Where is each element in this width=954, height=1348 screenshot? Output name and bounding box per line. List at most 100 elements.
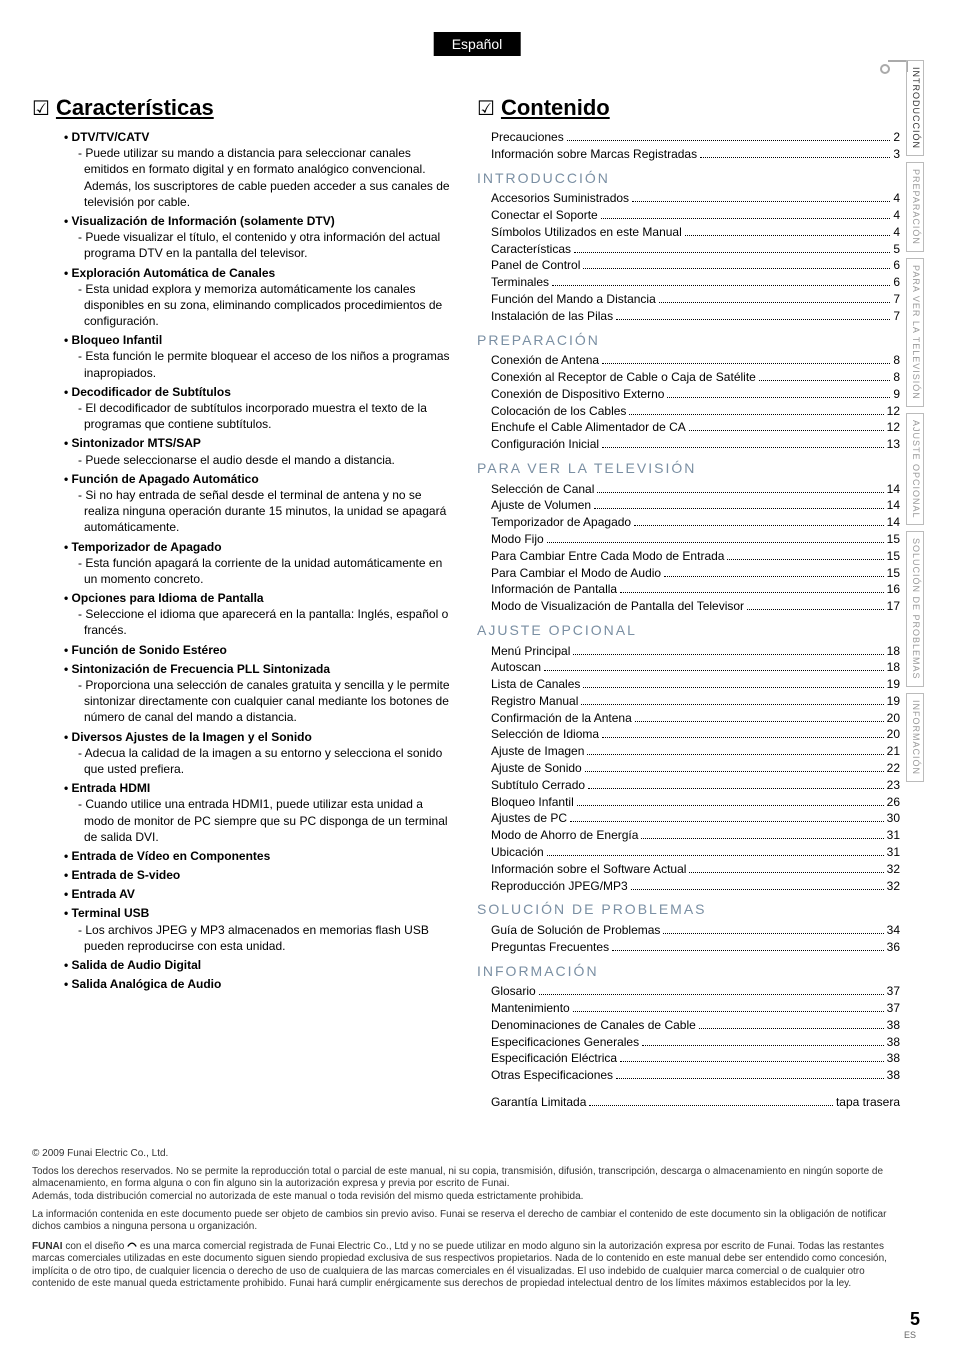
toc-page: 23 [887,777,900,794]
table-of-contents: Precauciones2Información sobre Marcas Re… [477,129,900,1111]
toc-row[interactable]: Panel de Control6 [477,257,900,274]
feature-item: Entrada de S-video [76,867,455,883]
toc-group-heading: INTRODUCCIÓN [477,169,900,189]
toc-row[interactable]: Ajuste de Sonido22 [477,760,900,777]
toc-leader-dots [634,525,884,526]
feature-title: Entrada de Vídeo en Componentes [76,849,270,863]
toc-row[interactable]: Reproducción JPEG/MP332 [477,878,900,895]
side-tab[interactable]: AJUSTE OPCIONAL [906,413,924,526]
toc-row[interactable]: Bloqueo Infantil26 [477,794,900,811]
toc-label: Para Cambiar Entre Cada Modo de Entrada [491,548,724,565]
toc-label: Ajustes de PC [491,810,567,827]
toc-row[interactable]: Ubicación31 [477,844,900,861]
toc-row[interactable]: Conexión al Receptor de Cable o Caja de … [477,369,900,386]
side-tab[interactable]: PREPARACIÓN [906,162,924,252]
toc-leader-dots [616,1078,884,1079]
toc-row[interactable]: Función del Mando a Distancia7 [477,291,900,308]
toc-row[interactable]: Modo de Visualización de Pantalla del Te… [477,598,900,615]
toc-label: Bloqueo Infantil [491,794,574,811]
toc-row[interactable]: Guía de Solución de Problemas34 [477,922,900,939]
toc-row[interactable]: Símbolos Utilizados en este Manual4 [477,224,900,241]
toc-leader-dots [667,397,890,398]
footer-paragraph: La información contenida en este documen… [32,1209,902,1233]
toc-row[interactable]: Terminales 6 [477,274,900,291]
toc-row[interactable]: Colocación de los Cables12 [477,403,900,420]
toc-row[interactable]: Información de Pantalla16 [477,581,900,598]
toc-row[interactable]: Conexión de Antena8 [477,352,900,369]
toc-row[interactable]: Garantía Limitadatapa trasera [477,1094,900,1111]
toc-row[interactable]: Autoscan18 [477,659,900,676]
toc-row[interactable]: Precauciones2 [477,129,900,146]
toc-leader-dots [759,380,890,381]
contents-column: ☑ Contenido Precauciones2Información sob… [477,95,900,1111]
feature-title: Exploración Automática de Canales [76,266,275,280]
toc-row[interactable]: Confirmación de la Antena20 [477,710,900,727]
toc-row[interactable]: Modo de Ahorro de Energía31 [477,827,900,844]
toc-label: Instalación de las Pilas [491,308,613,325]
toc-row[interactable]: Glosario37 [477,983,900,1000]
toc-row[interactable]: Especificaciones Generales38 [477,1034,900,1051]
feature-title: Diversos Ajustes de la Imagen y el Sonid… [76,730,312,744]
toc-row[interactable]: Accesorios Suministrados4 [477,190,900,207]
toc-row[interactable]: Ajuste de Volumen14 [477,497,900,514]
side-tab[interactable]: INTRODUCCIÓN [906,60,924,156]
checkbox-icon: ☑ [477,96,495,121]
toc-row[interactable]: Denominaciones de Canales de Cable38 [477,1017,900,1034]
toc-row[interactable]: Información sobre Marcas Registradas3 [477,146,900,163]
feature-title: Bloqueo Infantil [76,333,162,347]
feature-title: DTV/TV/CATV [76,130,149,144]
side-tab[interactable]: INFORMACIÓN [906,693,924,782]
toc-row[interactable]: Instalación de las Pilas7 [477,308,900,325]
toc-page: 6 [893,274,900,291]
toc-page: 20 [887,726,900,743]
toc-row[interactable]: Características5 [477,241,900,258]
toc-row[interactable]: Selección de Idioma20 [477,726,900,743]
toc-row[interactable]: Para Cambiar Entre Cada Modo de Entrada1… [477,548,900,565]
toc-row[interactable]: Configuración Inicial13 [477,436,900,453]
toc-page: 4 [893,207,900,224]
toc-label: Ajuste de Volumen [491,497,591,514]
toc-row[interactable]: Mantenimiento37 [477,1000,900,1017]
toc-row[interactable]: Enchufe el Cable Alimentador de CA12 [477,419,900,436]
toc-row[interactable]: Conectar el Soporte4 [477,207,900,224]
toc-page: 31 [887,827,900,844]
language-tab: Español [434,32,521,56]
feature-title: Terminal USB [76,906,149,920]
side-tab[interactable]: PARA VER LA TELEVISIÓN [906,258,924,407]
toc-label: Terminales [491,274,549,291]
toc-row[interactable]: Selección de Canal14 [477,481,900,498]
toc-page: 18 [887,643,900,660]
toc-group-heading: PREPARACIÓN [477,331,900,351]
toc-page: 2 [893,129,900,146]
toc-row[interactable]: Temporizador de Apagado14 [477,514,900,531]
toc-leader-dots [664,576,884,577]
toc-page: 3 [893,146,900,163]
toc-row[interactable]: Registro Manual19 [477,693,900,710]
toc-row[interactable]: Subtítulo Cerrado23 [477,777,900,794]
toc-leader-dots [589,1105,833,1106]
toc-label: Selección de Canal [491,481,594,498]
toc-row[interactable]: Ajustes de PC30 [477,810,900,827]
toc-row[interactable]: Ajuste de Imagen21 [477,743,900,760]
toc-row[interactable]: Menú Principal18 [477,643,900,660]
toc-leader-dots [602,363,890,364]
feature-item: Opciones para Idioma de PantallaSeleccio… [76,590,455,639]
toc-row[interactable]: Información sobre el Software Actual32 [477,861,900,878]
feature-title: Salida Analógica de Audio [76,977,221,991]
feature-title: Salida de Audio Digital [76,958,201,972]
toc-row[interactable]: Otras Especificaciones38 [477,1067,900,1084]
toc-page: 9 [893,386,900,403]
toc-row[interactable]: Preguntas Frecuentes36 [477,939,900,956]
toc-leader-dots [539,994,884,995]
toc-label: Especificación Eléctrica [491,1050,617,1067]
footer-paragraph: Todos los derechos reservados. No se per… [32,1166,902,1203]
toc-row[interactable]: Conexión de Dispositivo Externo9 [477,386,900,403]
side-tab[interactable]: SOLUCIÓN DE PROBLEMAS [906,531,924,687]
features-heading: Características [56,95,214,121]
toc-leader-dots [699,1028,884,1029]
toc-row[interactable]: Para Cambiar el Modo de Audio15 [477,565,900,582]
toc-row[interactable]: Especificación Eléctrica38 [477,1050,900,1067]
toc-row[interactable]: Modo Fijo15 [477,531,900,548]
toc-row[interactable]: Lista de Canales19 [477,676,900,693]
toc-label: Temporizador de Apagado [491,514,631,531]
